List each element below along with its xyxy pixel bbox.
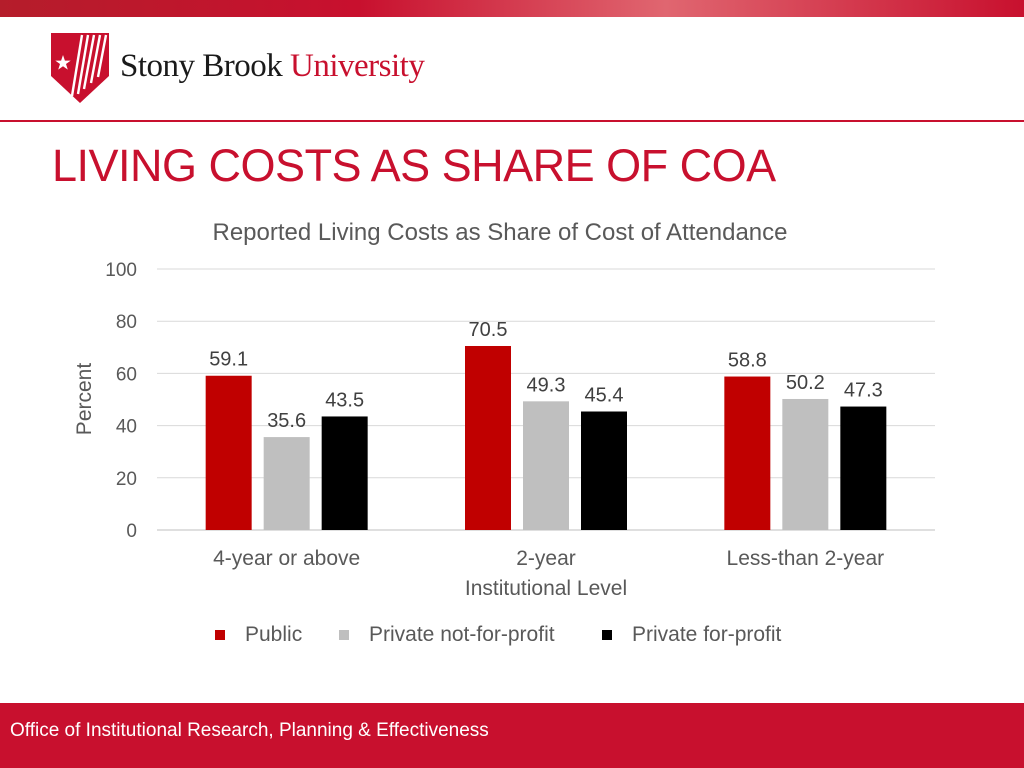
footer-bar: Office of Institutional Research, Planni…	[0, 703, 1024, 768]
bar-private-not-for-profit-2-year	[523, 401, 569, 530]
data-label-private-for-profit-4-year-or-above: 43.5	[325, 389, 364, 411]
bar-public-less-than-2-year	[724, 376, 771, 530]
star-shield-icon	[51, 33, 109, 103]
y-axis-title: Percent	[73, 363, 96, 436]
bar-private-for-profit-2-year	[581, 411, 627, 530]
data-label-public-2-year: 70.5	[469, 319, 508, 341]
university-wordmark: Stony Brook University	[120, 48, 425, 85]
x-axis-title: Institutional Level	[465, 577, 627, 600]
bar-private-for-profit-less-than-2-year	[840, 406, 887, 530]
bar-private-for-profit-4-year-or-above	[321, 416, 368, 530]
wordmark-university: University	[290, 48, 425, 84]
header-divider	[0, 120, 1024, 122]
legend-item-public: Public	[215, 620, 302, 650]
data-label-public-less-than-2-year: 58.8	[728, 350, 767, 372]
legend-label-private-for-profit: Private for-profit	[632, 623, 782, 646]
data-label-private-for-profit-2-year: 45.4	[585, 385, 624, 407]
bar-private-not-for-profit-less-than-2-year	[782, 398, 829, 530]
legend-swatch-public	[215, 630, 225, 640]
bar-chart: Reported Living Costs as Share of Cost o…	[73, 219, 935, 600]
y-tick-label-40: 40	[116, 417, 137, 438]
footer-text: Office of Institutional Research, Planni…	[10, 720, 489, 741]
legend-swatch-private-not-for-profit	[339, 630, 349, 640]
legend-label-private-not-for-profit: Private not-for-profit	[369, 623, 555, 646]
top-decorative-band	[0, 0, 1024, 17]
y-tick-label-0: 0	[126, 521, 137, 542]
x-tick-label-4-year-or-above: 4-year or above	[213, 547, 360, 570]
y-tick-label-60: 60	[116, 364, 137, 385]
x-tick-label-less-than-2-year: Less-than 2-year	[727, 547, 885, 570]
bar-public-2-year	[465, 345, 511, 530]
slide-title: LIVING COSTS AS SHARE OF COA	[52, 140, 776, 191]
data-label-private-not-for-profit-4-year-or-above: 35.6	[267, 410, 306, 432]
x-tick-label-2-year: 2-year	[516, 547, 576, 570]
university-logo: Stony Brook University	[50, 32, 470, 106]
chart-legend: Public Private not-for-profit Private fo…	[0, 620, 1024, 650]
legend-item-private-not-for-profit: Private not-for-profit	[339, 620, 555, 650]
legend-swatch-private-for-profit	[602, 630, 612, 640]
bar-private-not-for-profit-4-year-or-above	[263, 437, 310, 530]
y-tick-label-20: 20	[116, 469, 137, 490]
y-tick-label-80: 80	[116, 312, 137, 333]
data-label-private-not-for-profit-less-than-2-year: 50.2	[786, 372, 825, 394]
chart-title: Reported Living Costs as Share of Cost o…	[212, 219, 787, 246]
bar-public-4-year-or-above	[205, 375, 252, 530]
data-label-private-not-for-profit-2-year: 49.3	[527, 374, 566, 396]
data-label-public-4-year-or-above: 59.1	[209, 349, 248, 371]
data-label-private-for-profit-less-than-2-year: 47.3	[844, 380, 883, 402]
y-tick-label-100: 100	[105, 260, 137, 281]
legend-item-private-for-profit: Private for-profit	[602, 620, 781, 650]
legend-label-public: Public	[245, 623, 303, 646]
wordmark-stony-brook: Stony Brook	[120, 48, 283, 84]
